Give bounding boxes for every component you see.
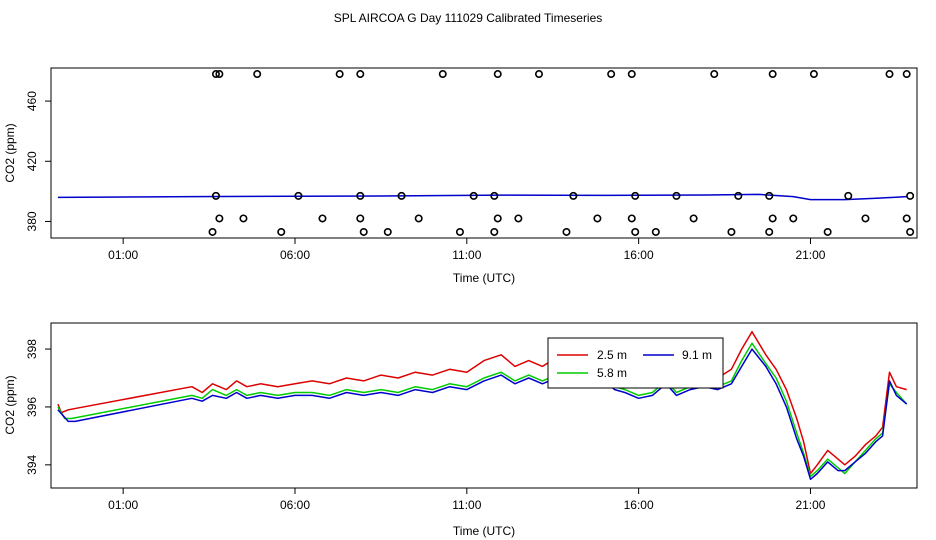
legend-label-9-1m: 9.1 m: [682, 348, 712, 362]
bottom-plot-frame: [50, 322, 918, 489]
legend-box: [547, 337, 724, 389]
top-x-tick-label: 21:00: [795, 248, 825, 262]
top-data-point: [383, 227, 392, 236]
top-data-point: [651, 227, 660, 236]
top-data-point: [208, 227, 217, 236]
top-data-point: [861, 214, 870, 223]
top-data-point: [438, 70, 447, 79]
top-data-point: [469, 191, 478, 200]
top-data-point: [490, 191, 499, 200]
top-x-tick-label: 16:00: [624, 248, 654, 262]
top-data-point: [455, 227, 464, 236]
top-y-axis: 380 420 460: [25, 91, 51, 231]
bottom-series-group: [57, 330, 908, 481]
top-data-point: [627, 214, 636, 223]
top-data-point: [607, 70, 616, 79]
top-data-point: [765, 227, 774, 236]
top-data-point: [627, 70, 636, 79]
top-data-point: [215, 70, 224, 79]
top-data-point: [569, 191, 578, 200]
top-data-point: [493, 70, 502, 79]
bottom-x-axis: 01:00 06:00 11:00 16:00 21:00: [108, 488, 826, 512]
bottom-panel: 01:00 06:00 11:00 16:00 21:00 394 396 398 Time…: [3, 322, 918, 538]
top-data-point: [672, 191, 681, 200]
top-data-point: [414, 214, 423, 223]
bottom-x-tick-label: 01:00: [108, 498, 138, 512]
top-x-tick-label: 01:00: [108, 248, 138, 262]
top-y-tick-label: 460: [25, 91, 39, 111]
top-data-point: [902, 70, 911, 79]
legend-label-2-5m: 2.5 m: [597, 348, 627, 362]
bottom-x-tick-label: 06:00: [280, 498, 310, 512]
bottom-y-axis: 394 396 398: [25, 339, 51, 475]
bottom-series-9-1-m: [57, 348, 908, 481]
top-data-point: [211, 191, 220, 200]
bottom-series-2-5-m: [57, 330, 907, 475]
bottom-y-tick-label: 396: [25, 397, 39, 417]
top-data-point: [356, 214, 365, 223]
top-x-axis-label: Time (UTC): [453, 271, 515, 285]
top-panel: 01:00 06:00 11:00 16:00 21:00 380 420 460 Time…: [3, 67, 918, 285]
top-series-line: [57, 193, 907, 201]
top-data-point: [844, 191, 853, 200]
top-data-point: [534, 70, 543, 79]
top-data-point: [906, 191, 915, 200]
top-data-point: [239, 214, 248, 223]
top-y-axis-label: CO2 (ppm): [3, 123, 17, 182]
top-plot-frame: [50, 67, 918, 239]
top-data-point: [689, 214, 698, 223]
figure-title: SPL AIRCOA G Day 111029 Calibrated Times…: [334, 11, 603, 25]
bottom-y-axis-label: CO2 (ppm): [3, 375, 17, 434]
top-data-point: [359, 227, 368, 236]
top-data-point: [631, 227, 640, 236]
top-data-point: [593, 214, 602, 223]
top-data-point: [809, 70, 818, 79]
top-data-point: [727, 227, 736, 236]
top-data-point: [211, 70, 220, 79]
bottom-series-5-8-m: [57, 342, 908, 478]
top-data-point: [789, 214, 798, 223]
top-data-point: [490, 227, 499, 236]
top-data-point: [356, 70, 365, 79]
top-data-point: [906, 227, 915, 236]
top-data-point: [562, 227, 571, 236]
top-data-point: [765, 191, 774, 200]
top-data-point: [902, 214, 911, 223]
legend: 2.5 m 9.1 m 5.8 m: [547, 337, 724, 389]
bottom-y-tick-label: 394: [25, 455, 39, 475]
top-data-point: [277, 227, 286, 236]
top-y-tick-label: 420: [25, 151, 39, 171]
bottom-x-tick-label: 21:00: [795, 498, 825, 512]
top-data-point: [318, 214, 327, 223]
top-data-point: [294, 191, 303, 200]
top-data-point: [734, 191, 743, 200]
bottom-x-tick-label: 11:00: [452, 498, 481, 512]
top-y-tick-label: 380: [25, 211, 39, 231]
legend-label-5-8m: 5.8 m: [597, 366, 627, 380]
top-data-point: [356, 191, 365, 200]
top-data-point: [335, 70, 344, 79]
top-data-point: [823, 227, 832, 236]
top-data-point: [885, 70, 894, 79]
bottom-x-tick-label: 16:00: [624, 498, 654, 512]
bottom-x-axis-label: Time (UTC): [453, 524, 515, 538]
top-x-tick-label: 06:00: [280, 248, 310, 262]
top-series-group: [57, 70, 915, 236]
top-data-point: [710, 70, 719, 79]
top-data-point: [768, 214, 777, 223]
top-x-tick-label: 11:00: [452, 248, 481, 262]
top-data-point: [768, 70, 777, 79]
top-data-point: [514, 214, 523, 223]
top-data-point: [253, 70, 262, 79]
top-data-point: [215, 214, 224, 223]
top-data-point: [493, 214, 502, 223]
top-data-point: [631, 191, 640, 200]
bottom-y-tick-label: 398: [25, 339, 39, 359]
top-x-axis: 01:00 06:00 11:00 16:00 21:00: [108, 238, 826, 262]
top-data-point: [397, 191, 406, 200]
